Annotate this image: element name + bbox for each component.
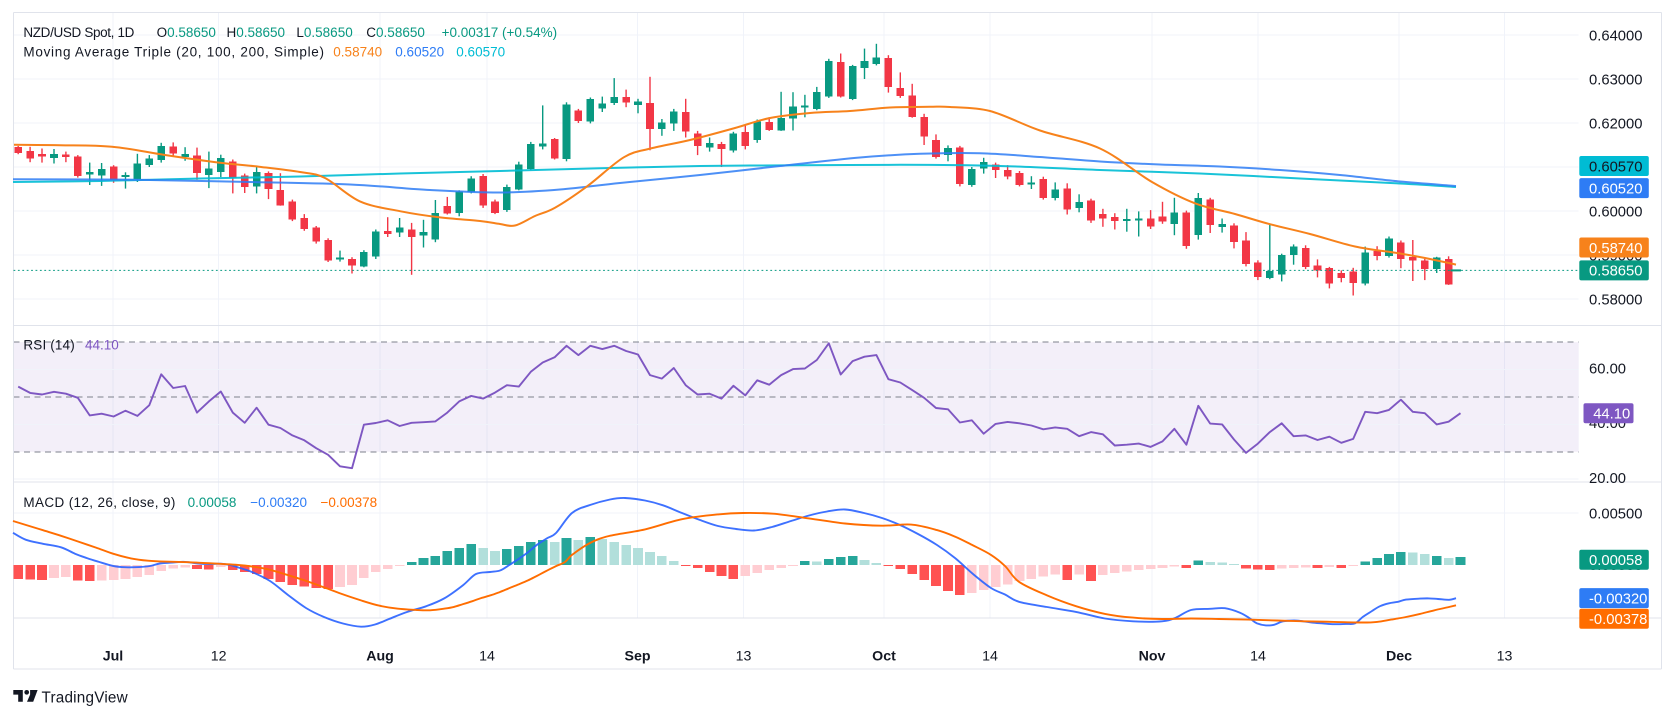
svg-text:60.00: 60.00 xyxy=(1589,361,1626,377)
svg-text:20.00: 20.00 xyxy=(1589,471,1626,487)
svg-text:Dec: Dec xyxy=(1386,649,1412,665)
svg-text:0.00500: 0.00500 xyxy=(1589,506,1643,522)
svg-text:0.00058: 0.00058 xyxy=(1589,553,1643,569)
svg-text:0.63000: 0.63000 xyxy=(1589,72,1643,88)
svg-text:MACD (12, 26, close, 9)0.00058: MACD (12, 26, close, 9) 0.00058 −0.00320 −0… xyxy=(23,495,377,510)
svg-text:0.60570: 0.60570 xyxy=(1589,159,1643,175)
svg-text:Aug: Aug xyxy=(366,649,394,665)
svg-text:Jul: Jul xyxy=(103,649,124,665)
svg-text:13: 13 xyxy=(736,649,752,665)
svg-text:-0.00378: -0.00378 xyxy=(1589,612,1647,628)
svg-text:Nov: Nov xyxy=(1139,649,1166,665)
svg-text:14: 14 xyxy=(479,649,495,665)
svg-text:0.58000: 0.58000 xyxy=(1589,292,1643,308)
svg-text:14: 14 xyxy=(1250,649,1266,665)
svg-text:0.60000: 0.60000 xyxy=(1589,204,1643,220)
svg-text:0.60520: 0.60520 xyxy=(1589,181,1643,197)
svg-text:RSI (14)44.10: RSI (14) 44.10 xyxy=(23,338,118,353)
svg-text:13: 13 xyxy=(1497,649,1513,665)
svg-text:0.62000: 0.62000 xyxy=(1589,116,1643,132)
svg-text:Sep: Sep xyxy=(624,649,650,665)
svg-text:Moving Average Triple (20, 100: Moving Average Triple (20, 100, 200, Sim… xyxy=(23,45,505,60)
svg-text:44.10: 44.10 xyxy=(1593,407,1630,423)
svg-text:-0.00320: -0.00320 xyxy=(1589,591,1647,607)
svg-text:14: 14 xyxy=(982,649,998,665)
svg-text:Oct: Oct xyxy=(872,649,896,665)
svg-text:0.64000: 0.64000 xyxy=(1589,28,1643,44)
svg-text:0.58740: 0.58740 xyxy=(1589,241,1643,257)
svg-text:0.58650: 0.58650 xyxy=(1589,264,1643,280)
svg-text:TradingView: TradingView xyxy=(42,689,129,706)
svg-text:12: 12 xyxy=(211,649,227,665)
